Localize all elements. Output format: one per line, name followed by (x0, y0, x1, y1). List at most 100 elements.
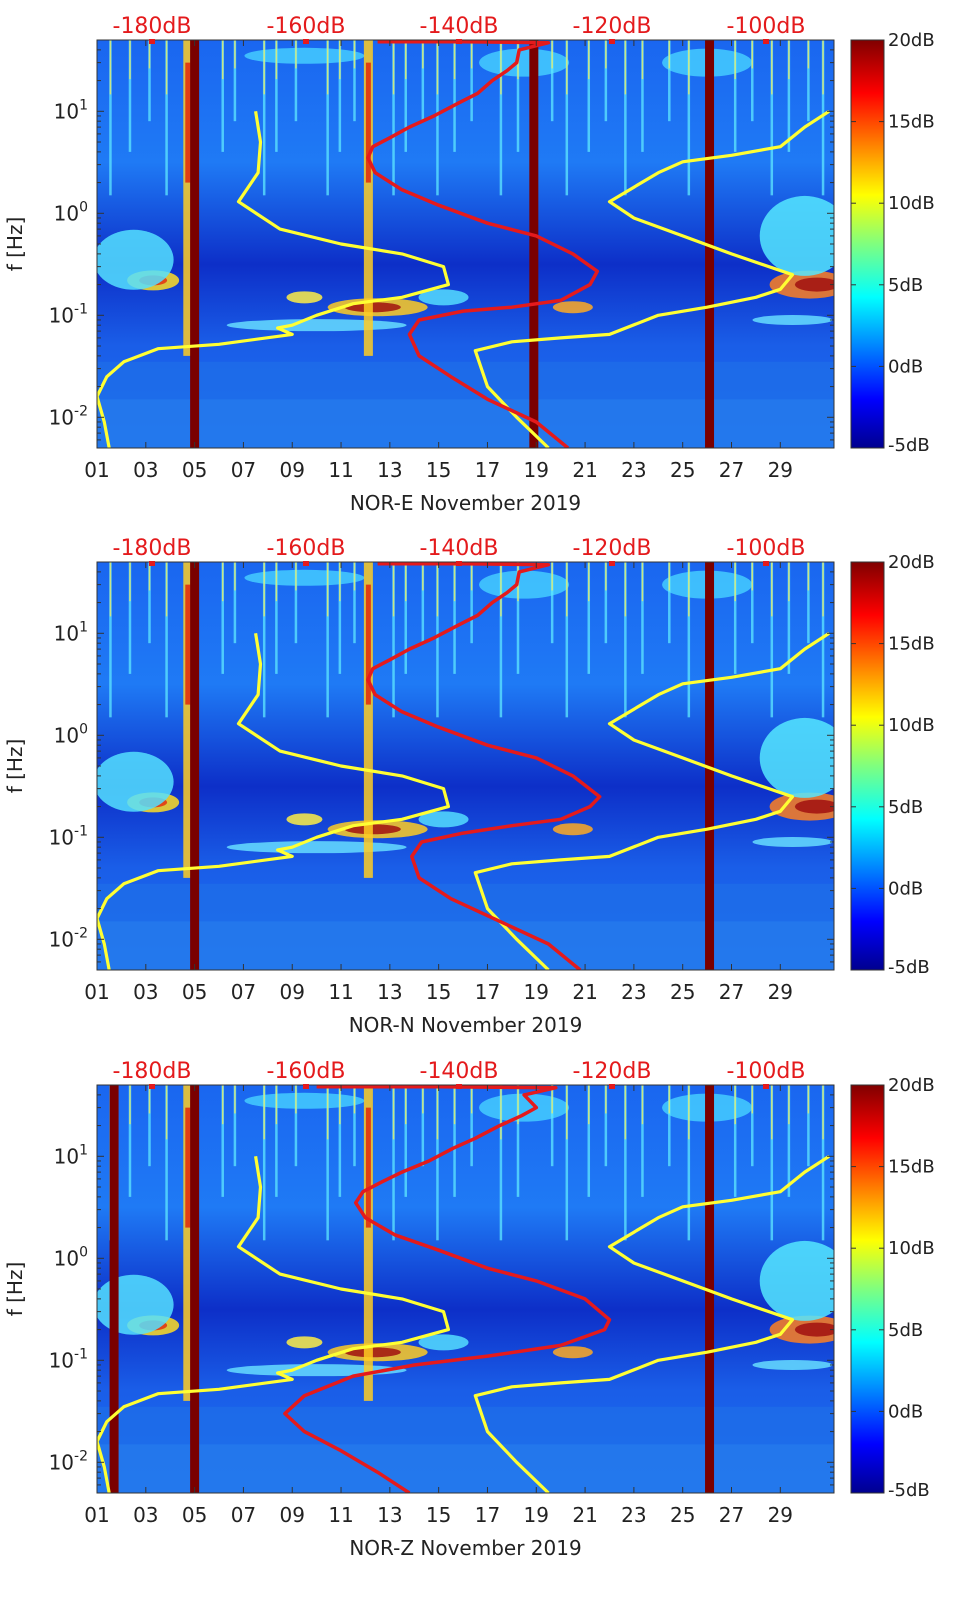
transient-streak (233, 40, 237, 122)
transient-streak-core (588, 40, 590, 80)
colorbar-tick-label: 15dB (888, 1157, 935, 1178)
x-tick-label: 13 (377, 980, 402, 1004)
transient-streak (262, 1085, 266, 1241)
transient-streak-core (129, 562, 131, 602)
transient-streak-core (566, 562, 568, 617)
x-tick-label: 07 (231, 980, 256, 1004)
transient-streak (165, 1085, 168, 1241)
transient-streak-core (404, 562, 407, 602)
x-tick-label: 03 (133, 980, 158, 1004)
transient-streak-core (275, 40, 278, 80)
transient-streak-core (588, 1085, 590, 1125)
x-tick-label: 25 (670, 980, 695, 1004)
bright-band-core (185, 1107, 191, 1228)
transient-streak-core (392, 1085, 395, 1140)
x-tick-label: 07 (231, 458, 256, 482)
energy-blob (226, 319, 407, 332)
y-tick-label: 101 (54, 619, 88, 645)
x-axis-label: NOR-Z November 2019 (349, 1536, 581, 1560)
transient-streak (550, 562, 554, 644)
plot-area (97, 562, 834, 970)
y-tick-label: 101 (54, 1142, 88, 1168)
x-tick-label: 15 (426, 458, 451, 482)
transient-streak (641, 40, 644, 152)
top-axis-label: -100dB (727, 536, 806, 561)
energy-blob (752, 836, 833, 847)
energy-blob (552, 301, 593, 314)
transient-streak (565, 562, 569, 718)
x-tick-label: 05 (182, 458, 207, 482)
transient-streak (404, 562, 407, 674)
transient-streak (587, 562, 591, 674)
transient-streak-core (263, 562, 265, 617)
transient-streak-core (295, 562, 297, 591)
energy-blob (418, 811, 469, 828)
transient-streak-core (734, 562, 736, 602)
transient-streak (275, 562, 278, 674)
transient-streak (565, 40, 569, 196)
transient-streak (821, 40, 825, 196)
energy-blob (794, 799, 834, 814)
bright-band-core (365, 584, 371, 705)
very-low-frequency-region (97, 921, 834, 970)
transient-streak-core (295, 40, 297, 69)
y-tick-label: 100 (54, 721, 88, 747)
energy-blob (759, 717, 834, 798)
transient-streak (404, 1085, 407, 1197)
energy-blob (752, 1359, 833, 1370)
x-tick-label: 25 (670, 458, 695, 482)
colorbar-tick-label: 0dB (888, 878, 923, 899)
transient-streak (787, 40, 791, 152)
transient-streak (109, 562, 112, 718)
transient-streak-core (109, 40, 112, 95)
transient-streak-core (422, 562, 424, 591)
transient-streak-core (822, 1085, 824, 1140)
bright-band-core (185, 62, 191, 183)
transient-streak-core (566, 40, 568, 95)
panel-nor-z: 01 03 05 07 09 11 13 15 17 19 21 23 25 27 29 NOR-Z Nove… (3, 1059, 935, 1560)
transient-streak-core (668, 1085, 671, 1114)
transient-streak (499, 562, 503, 718)
colorbar-tick-label: 5dB (888, 275, 923, 296)
transient-streak-core (326, 40, 329, 95)
transient-streak-core (353, 562, 356, 591)
transient-streak-core (734, 40, 736, 80)
dark-band (190, 40, 200, 448)
very-low-frequency-region (97, 399, 834, 448)
top-axis-label: -180dB (113, 14, 192, 39)
transient-streak-core (165, 1085, 168, 1140)
energy-blob (286, 291, 323, 304)
transient-streak (733, 1085, 737, 1197)
colorbar (850, 561, 885, 971)
transient-streak-core (517, 1085, 519, 1125)
dark-band (705, 562, 715, 970)
transient-streak-core (771, 1085, 773, 1140)
transient-streak (470, 562, 473, 644)
transient-streak-core (807, 562, 810, 591)
series-right-yellow-curve (473, 631, 830, 970)
energy-blob (479, 1093, 570, 1122)
y-tick-label: 10-2 (49, 403, 88, 429)
transient-streak (221, 40, 224, 152)
transient-streak-core (275, 1085, 278, 1125)
x-tick-label: 01 (84, 980, 109, 1004)
top-axis-label: -160dB (267, 536, 346, 561)
dark-band (190, 1085, 200, 1493)
transient-streak-core (234, 562, 236, 591)
transient-streak (165, 562, 168, 718)
y-axis-label: f [Hz] (3, 1262, 27, 1317)
transient-streak-core (605, 562, 607, 591)
x-tick-label: 21 (572, 458, 597, 482)
top-axis-tick (456, 39, 462, 44)
y-axis-label: f [Hz] (3, 217, 27, 272)
transient-streak (821, 1085, 825, 1241)
energy-blob (244, 569, 365, 586)
top-axis-tick (149, 1084, 155, 1089)
transient-streak (587, 40, 591, 152)
transient-streak (624, 40, 627, 196)
transient-streak-core (641, 40, 644, 80)
x-tick-label: 23 (621, 1503, 646, 1527)
transient-streak-core (624, 1085, 627, 1140)
bright-band (363, 1085, 373, 1401)
transient-streak (516, 40, 520, 152)
